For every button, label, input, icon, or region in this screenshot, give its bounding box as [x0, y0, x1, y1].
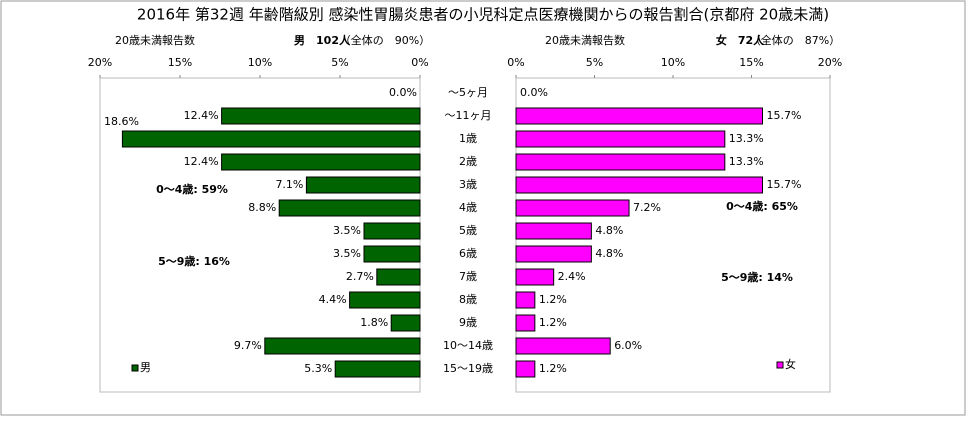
category-label: 9歳 — [459, 316, 477, 329]
bar — [515, 360, 536, 378]
bar — [515, 199, 630, 217]
header-label: 20歳未満報告数 — [545, 34, 625, 47]
annotation: 5～9歳: 14% — [721, 270, 793, 284]
value-label: 12.4% — [184, 109, 219, 122]
header-label: 20歳未満報告数 — [115, 34, 195, 47]
x-tick-label: 20% — [818, 56, 842, 69]
bar — [515, 268, 555, 286]
legend-label: 女 — [785, 357, 796, 371]
bar — [515, 291, 536, 309]
bar — [278, 199, 421, 217]
x-tick-label: 0% — [411, 56, 428, 69]
header-label: （全体の 90%） — [340, 33, 430, 47]
header-count: 男 102人 — [294, 33, 351, 47]
category-label: ～11ヶ月 — [445, 109, 492, 122]
x-tick-label: 5% — [331, 56, 348, 69]
value-label: 4.8% — [595, 224, 623, 237]
category-label: 1歳 — [459, 132, 477, 145]
value-label: 6.0% — [614, 339, 642, 352]
bar — [515, 153, 726, 171]
value-label: 2.7% — [346, 270, 374, 283]
value-label: 2.4% — [558, 270, 586, 283]
legend-swatch — [776, 361, 784, 369]
bar — [121, 130, 421, 148]
category-label: 8歳 — [459, 293, 477, 306]
bar — [363, 245, 421, 263]
value-label: 4.8% — [595, 247, 623, 260]
category-label: 2歳 — [459, 155, 477, 168]
bar — [515, 107, 763, 125]
value-label: 1.2% — [539, 362, 567, 375]
category-label: 6歳 — [459, 247, 477, 260]
bar — [305, 176, 421, 194]
value-label: 1.2% — [539, 293, 567, 306]
category-label: 5歳 — [459, 224, 477, 237]
value-label: 18.6% — [104, 115, 139, 128]
value-label: 7.2% — [633, 201, 661, 214]
bar — [363, 222, 421, 240]
bar — [390, 314, 421, 332]
bar — [221, 153, 421, 171]
annotation: 5～9歳: 16% — [158, 254, 230, 268]
x-tick-label: 15% — [739, 56, 763, 69]
value-label: 1.8% — [360, 316, 388, 329]
value-label: 3.5% — [333, 247, 361, 260]
legend-swatch — [131, 364, 139, 372]
value-label: 13.3% — [729, 132, 764, 145]
annotation: 0～4歳: 59% — [156, 182, 228, 196]
header-count: 女 72人 — [716, 33, 765, 47]
bar — [264, 337, 421, 355]
value-label: 0.0% — [520, 86, 548, 99]
x-tick-label: 5% — [586, 56, 603, 69]
value-label: 4.4% — [319, 293, 347, 306]
x-tick-label: 20% — [88, 56, 112, 69]
bar — [515, 130, 726, 148]
value-label: 3.5% — [333, 224, 361, 237]
category-label: 7歳 — [459, 270, 477, 283]
x-tick-label: 10% — [248, 56, 272, 69]
bar — [515, 314, 536, 332]
category-label: ～5ヶ月 — [448, 86, 488, 99]
header-label: （全体の 87%） — [750, 33, 840, 47]
bar — [376, 268, 421, 286]
value-label: 13.3% — [729, 155, 764, 168]
chart-title: 2016年 第32週 年齢階級別 感染性胃腸炎患者の小児科定点医療機関からの報告… — [137, 6, 829, 24]
bar — [515, 245, 592, 263]
bar — [221, 107, 421, 125]
value-label: 0.0% — [389, 86, 417, 99]
category-label: 10～14歳 — [443, 339, 493, 352]
bar — [515, 222, 592, 240]
bar — [515, 337, 611, 355]
value-label: 7.1% — [275, 178, 303, 191]
value-label: 8.8% — [248, 201, 276, 214]
value-label: 9.7% — [234, 339, 262, 352]
value-label: 15.7% — [766, 109, 801, 122]
annotation: 0～4歳: 65% — [726, 199, 798, 213]
category-label: 3歳 — [459, 178, 477, 191]
bar — [334, 360, 421, 378]
bar — [515, 176, 763, 194]
bar — [349, 291, 421, 309]
category-label: 4歳 — [459, 201, 477, 214]
value-label: 1.2% — [539, 316, 567, 329]
value-label: 5.3% — [304, 362, 332, 375]
x-tick-label: 10% — [661, 56, 685, 69]
category-label: 15～19歳 — [443, 362, 493, 375]
x-tick-label: 15% — [168, 56, 192, 69]
value-label: 15.7% — [766, 178, 801, 191]
legend-label: 男 — [140, 361, 151, 374]
x-tick-label: 0% — [507, 56, 524, 69]
value-label: 12.4% — [184, 155, 219, 168]
